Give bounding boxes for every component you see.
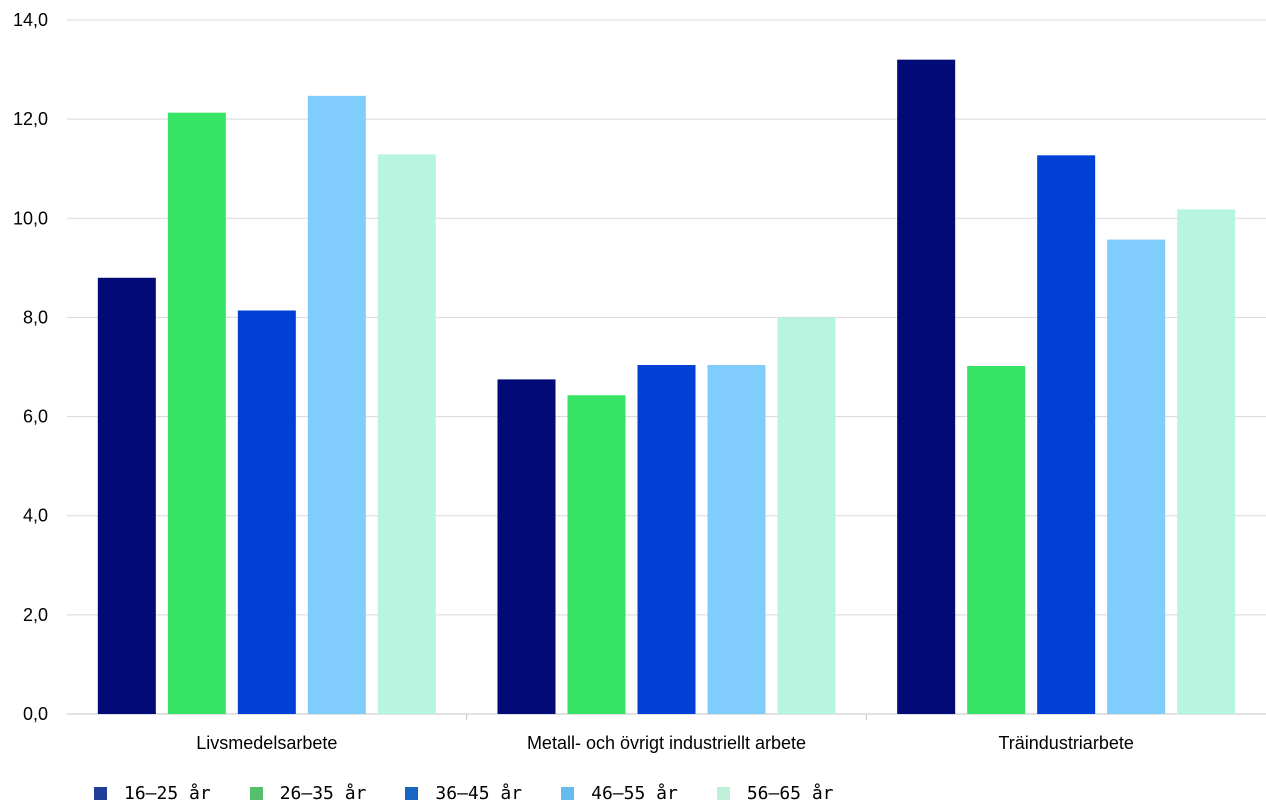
legend-swatch <box>716 787 730 800</box>
y-tick-label: 12,0 <box>13 109 48 129</box>
bar <box>567 395 626 714</box>
y-tick-label: 2,0 <box>23 605 48 625</box>
legend-swatch <box>94 787 107 800</box>
legend-item: 46–55 år <box>561 783 678 804</box>
bar <box>497 379 556 714</box>
legend-item: 36–45 år <box>405 783 522 804</box>
bar <box>897 59 956 714</box>
y-tick-label: 8,0 <box>23 307 48 327</box>
bar <box>167 112 226 715</box>
bars <box>97 59 1236 715</box>
bar-chart: 0,0 2,0 4,0 6,0 8,0 10,0 12,0 14,0 Livsmedelsar… <box>13 10 1266 753</box>
bar <box>637 365 696 714</box>
x-category-label: Livsmedelsarbete <box>196 733 337 753</box>
bar <box>97 277 156 714</box>
bar <box>377 154 436 715</box>
x-axis: Livsmedelsarbete Metall- och övrigt indus… <box>196 714 1134 753</box>
legend-item: 26–35 år <box>249 783 367 804</box>
bar <box>707 365 766 714</box>
bar <box>1107 239 1166 714</box>
legend-swatch <box>561 787 575 800</box>
legend-swatch <box>249 787 263 800</box>
bar <box>1037 155 1096 714</box>
x-category-label: Träindustriarbete <box>998 733 1133 753</box>
y-axis: 0,0 2,0 4,0 6,0 8,0 10,0 12,0 14,0 <box>13 10 48 724</box>
legend-item: 56–65 år <box>716 783 834 804</box>
legend-label: 26–35 år <box>279 783 367 804</box>
y-tick-label: 4,0 <box>23 506 48 526</box>
x-category-label: Metall- och övrigt industriellt arbete <box>527 733 806 753</box>
bar <box>967 366 1026 714</box>
y-tick-label: 6,0 <box>23 407 48 427</box>
legend-label: 56–65 år <box>746 783 834 804</box>
legend-label: 46–55 år <box>591 783 678 804</box>
legend-label: 16–25 år <box>124 783 211 804</box>
bar <box>307 95 366 714</box>
y-tick-label: 0,0 <box>23 704 48 724</box>
bar <box>237 310 296 714</box>
legend-label: 36–45 år <box>435 783 523 804</box>
legend-item: 16–25 år <box>94 783 211 804</box>
legend-swatch <box>405 787 419 800</box>
bar <box>1177 209 1236 714</box>
legend: 16–25 år 26–35 år 36–45 år 46–55 år 56–65 år <box>94 783 873 804</box>
bar <box>777 317 836 714</box>
y-tick-label: 10,0 <box>13 208 48 228</box>
y-tick-label: 14,0 <box>13 10 48 30</box>
